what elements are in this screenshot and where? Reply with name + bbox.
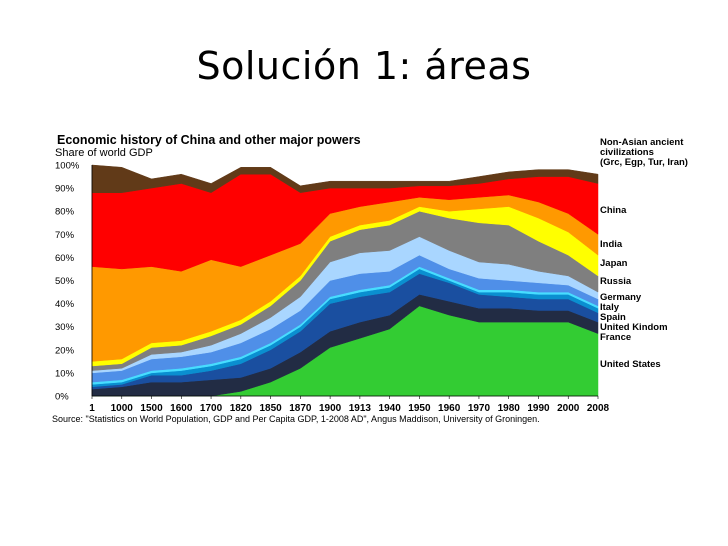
x-tick-label: 1970	[468, 403, 491, 414]
y-tick-label: 60%	[55, 253, 75, 264]
x-tick-label: 1950	[408, 403, 431, 414]
x-tick-label: 2008	[587, 403, 610, 414]
x-tick-label: 1900	[319, 403, 342, 414]
y-tick-label: 80%	[55, 207, 75, 218]
x-tick-label: 2000	[557, 403, 580, 414]
y-tick-label: 30%	[55, 322, 75, 333]
legend-india: India	[600, 239, 623, 250]
slide-title: Solución 1: áreas	[196, 44, 532, 88]
x-tick-label: 1850	[259, 403, 282, 414]
chart-subtitle: Share of world GDP	[55, 147, 153, 159]
legend-china: China	[600, 205, 627, 216]
y-tick-label: 10%	[55, 368, 75, 379]
y-tick-label: 100%	[55, 161, 80, 172]
legend-japan: Japan	[600, 258, 628, 269]
x-tick-label: 1870	[289, 403, 312, 414]
y-tick-label: 0%	[55, 392, 69, 403]
x-tick-label: 1940	[379, 403, 402, 414]
x-tick-label: 1960	[438, 403, 461, 414]
series-area-other	[91, 164, 599, 193]
legend-europe: Germany Italy Spain United Kindom France	[600, 292, 668, 343]
x-tick-label: 1820	[230, 403, 253, 414]
chart-source: Source: "Statistics on World Population,…	[52, 414, 540, 424]
x-tick-label: 1	[89, 403, 95, 414]
x-tick-label: 1500	[140, 403, 163, 414]
x-tick-label: 1700	[200, 403, 223, 414]
x-tick-label: 1990	[527, 403, 550, 414]
y-tick-label: 40%	[55, 299, 75, 310]
legend-united-states: United States	[600, 359, 661, 370]
x-tick-label: 1913	[349, 403, 372, 414]
x-tick-label: 1000	[111, 403, 134, 414]
y-tick-label: 50%	[55, 276, 75, 287]
y-tick-label: 90%	[55, 184, 75, 195]
chart-title: Economic history of China and other majo…	[57, 133, 361, 147]
x-tick-label: 1600	[170, 403, 193, 414]
x-tick-label: 1980	[498, 403, 521, 414]
legend-non-asian: Non-Asian ancient civilizations (Grc, Egp,…	[600, 137, 688, 168]
y-tick-label: 70%	[55, 230, 75, 241]
legend-russia: Russia	[600, 276, 632, 287]
y-tick-label: 20%	[55, 345, 75, 356]
